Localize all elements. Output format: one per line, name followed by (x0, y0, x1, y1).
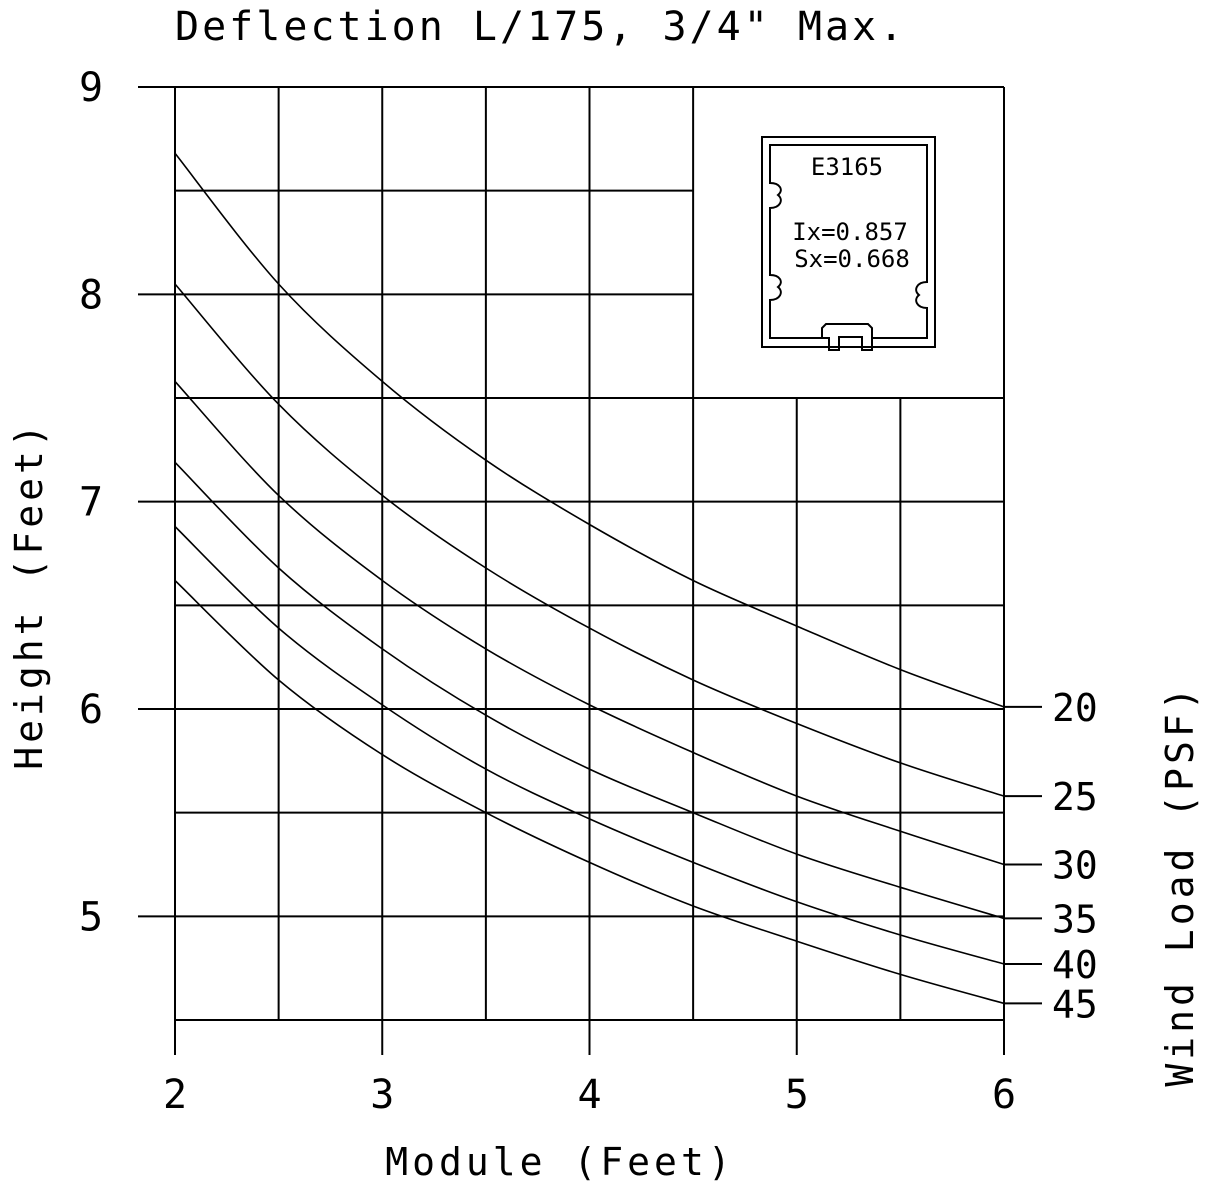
series-line-20 (174, 152, 1005, 708)
series-line-30 (174, 380, 1005, 866)
profile-ix: Ix=0.857 (792, 218, 908, 246)
series-label-20: 20 (1052, 686, 1098, 730)
wind-load-axis-title: Wind Load (PSF) (1158, 683, 1202, 1086)
profile-bottom-lug (821, 323, 873, 338)
chart-grid (138, 86, 1005, 1055)
x-tick-label: 2 (163, 1072, 187, 1118)
series-label-40: 40 (1052, 943, 1098, 987)
chart-title: Deflection L/175, 3/4" Max. (175, 4, 906, 50)
series-label-30: 30 (1052, 844, 1098, 888)
profile-inset: E3165 Ix=0.857 Sx=0.668 (761, 136, 936, 351)
x-axis-title: Module (Feet) (385, 1140, 734, 1184)
x-tick-labels: 2 3 4 5 6 (163, 1072, 1016, 1118)
y-tick-label: 7 (79, 480, 103, 526)
y-tick-label: 6 (79, 687, 103, 733)
y-tick-label: 8 (79, 272, 103, 318)
series-label-25: 25 (1052, 775, 1098, 819)
series-label-35: 35 (1052, 897, 1098, 941)
x-tick-label: 4 (577, 1072, 601, 1118)
curve-group (174, 152, 1005, 1005)
x-tick-label: 5 (785, 1072, 809, 1118)
y-axis-title: Height (Feet) (7, 420, 51, 769)
profile-outer-outline (761, 136, 936, 348)
y-tick-labels: 5 6 7 8 9 (79, 65, 103, 940)
x-tick-label: 6 (992, 1072, 1016, 1118)
x-tick-label: 3 (370, 1072, 394, 1118)
profile-inner-outline (769, 144, 928, 351)
profile-sx: Sx=0.668 (794, 245, 910, 273)
series-line-45 (174, 579, 1005, 1005)
profile-name: E3165 (811, 153, 883, 181)
series-line-25 (174, 283, 1005, 797)
series-line-40 (174, 525, 1005, 965)
y-tick-label: 5 (79, 894, 103, 940)
y-tick-label: 9 (79, 65, 103, 111)
series-line-35 (174, 461, 1005, 920)
series-label-45: 45 (1052, 982, 1098, 1026)
